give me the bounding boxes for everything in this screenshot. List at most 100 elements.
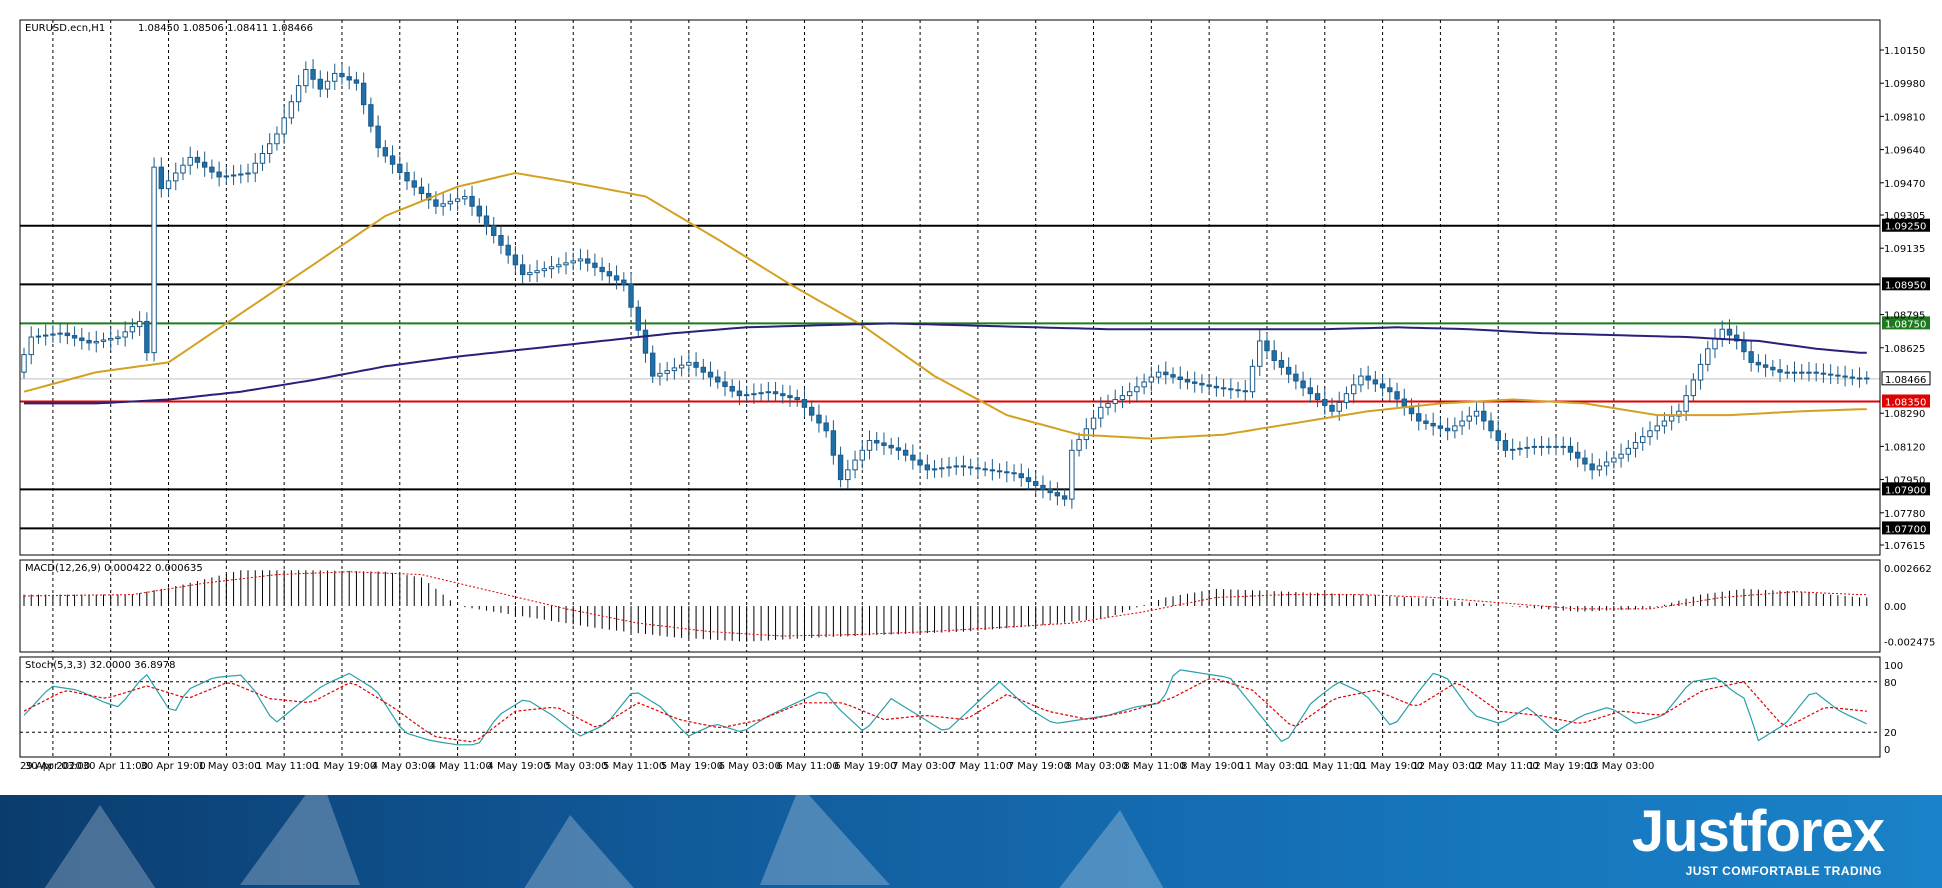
candle-body [1054,492,1061,497]
candle-body [758,392,764,395]
candle-body [765,391,772,394]
candle-body [613,275,620,281]
candle-body [780,393,786,397]
x-tick-label: 29 Apr 2020 [20,761,82,772]
macd-y-tick-label: 0.00 [1884,602,1906,613]
candle-body [1018,473,1024,479]
candle-body [440,203,446,207]
y-tick-label: 1.07780 [1884,509,1925,520]
x-tick-label: 6 May 11:00 [776,761,838,772]
candle-body [1502,440,1509,451]
candle-body [108,338,114,341]
candle-body [1647,430,1653,438]
candle-body [498,235,504,246]
candle-body [635,306,641,331]
candle-body [1517,447,1523,450]
candle-body [1423,420,1429,424]
candle-body [476,205,482,217]
candle-body [1813,371,1819,374]
y-tick-label: 1.08625 [1884,344,1925,355]
candle-body [469,195,475,207]
candle-body [1488,420,1494,432]
macd-y-tick-label: 0.002662 [1884,564,1932,575]
candle-body [1307,387,1314,395]
candle-body [187,156,193,166]
candle-body [519,264,526,276]
candle-body [1849,376,1856,379]
candle-body [830,430,837,456]
candle-body [1235,389,1241,392]
candle-body [1141,381,1147,388]
x-tick-label: 1 May 11:00 [256,761,318,772]
candle-body [1228,388,1234,391]
candle-body [584,258,591,264]
candle-body [1278,359,1285,368]
candle-body [1538,445,1545,448]
candle-body [837,454,844,481]
candle-body [1791,371,1798,374]
candle-body [1401,398,1407,407]
candle-body [1004,471,1010,474]
candle-body [71,335,78,339]
candle-body [324,80,331,90]
x-tick-label: 11 May 11:00 [1297,761,1366,772]
candle-body [686,361,692,366]
y-tick-label: 1.07950 [1884,476,1925,487]
candle-body [1249,365,1256,393]
panel-frames [19,19,1881,758]
y-tick-label: 1.07615 [1884,541,1925,552]
candle-body [577,258,584,262]
candle-body [924,464,931,471]
level-price-box [1882,394,1930,408]
panel-frame [19,656,1881,758]
candle-body [563,262,569,266]
stoch-y-tick-label: 100 [1884,661,1903,672]
candle-body [267,143,273,154]
candle-body [1575,451,1581,459]
moving-averages [23,171,1867,440]
stoch-signal-line [23,678,1867,743]
candle-body [1553,445,1559,448]
candle-body [599,266,605,273]
candle-body [722,381,728,388]
moving-average-line [23,171,1867,440]
y-tick-label: 1.09470 [1884,179,1925,190]
candle-body [317,78,323,90]
candle-body [1163,371,1169,376]
candle-body [1748,351,1754,363]
candle-body [1473,410,1480,417]
candle-body [1784,371,1790,374]
y-tick-label: 1.09135 [1884,244,1925,255]
candle-body [953,465,959,468]
candle-body [1199,382,1205,386]
candle-body [816,414,822,424]
candle-body [902,449,909,456]
x-tick-label: 30 Apr 11:00 [83,761,148,772]
trading-chart: 1.09250 1.08950 1.08750 1.08466 1.08350 1.079… [19,19,1936,772]
candle-body [1314,393,1321,401]
candle-body [1719,328,1725,340]
candle-body [1509,448,1516,451]
candle-body [50,333,56,336]
y-tick-label: 1.08795 [1884,311,1925,322]
candle-body [136,320,143,328]
candle-body [64,332,71,337]
candle-body [556,264,562,268]
candle-body [823,422,829,432]
candle-body [852,459,858,471]
x-tick-label: 5 May 03:00 [545,761,607,772]
candle-body [1105,402,1111,408]
level-price-label: 1.08466 [1885,375,1926,386]
candle-body [794,397,800,401]
candle-body [1820,372,1827,375]
candle-body [339,72,345,78]
candle-body [527,272,533,276]
stochastic-panel [20,669,1880,746]
y-tick-label: 1.10150 [1884,46,1925,57]
candle-body [1806,371,1812,374]
candle-body [967,466,974,469]
candle-body [1011,472,1017,475]
candle-body [541,268,548,272]
x-tick-label: 11 May 19:00 [1355,761,1424,772]
